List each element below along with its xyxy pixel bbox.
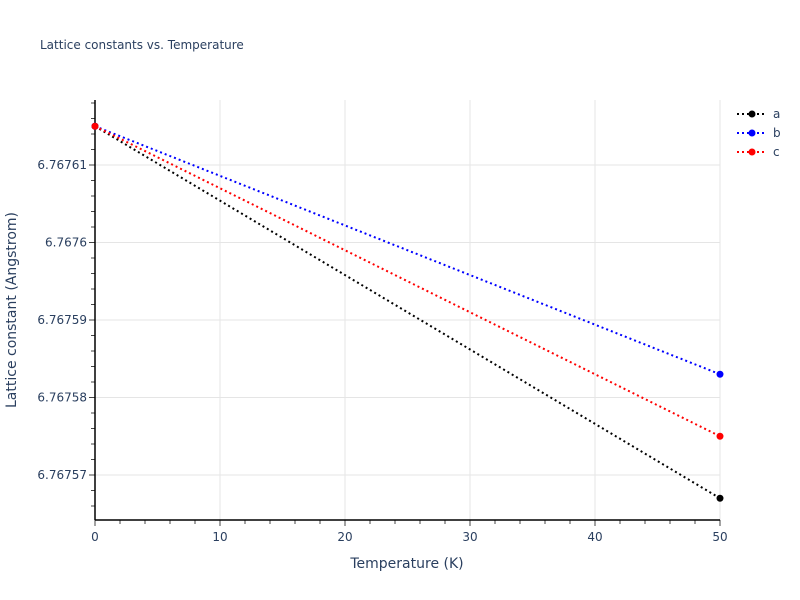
y-tick-label: 6.76758 xyxy=(37,391,87,405)
series-line-c xyxy=(94,125,721,438)
data-point-b xyxy=(716,370,724,378)
y-axis-title: Lattice constant (Angstrom) xyxy=(4,212,20,408)
legend-item-b[interactable]: b xyxy=(737,126,781,140)
chart-title: Lattice constants vs. Temperature xyxy=(40,38,244,52)
x-tick-label: 40 xyxy=(587,530,602,544)
series-line-b xyxy=(94,125,721,376)
legend-label: c xyxy=(773,145,780,159)
axes: 0 10 20 30 40 50 6.76757 6.76758 6.76759 6.7676 6.… xyxy=(37,100,728,544)
legend[interactable]: abc xyxy=(737,107,781,159)
legend-label: a xyxy=(773,107,780,121)
data-point-c xyxy=(716,432,724,440)
data-point-c xyxy=(91,122,99,130)
x-tick-label: 0 xyxy=(91,530,99,544)
legend-marker-icon xyxy=(748,129,756,137)
x-tick-label: 50 xyxy=(712,530,727,544)
x-tick-label: 10 xyxy=(212,530,227,544)
data-point-a xyxy=(716,494,724,502)
y-tick-label: 6.7676 xyxy=(45,236,87,250)
y-tick-label: 6.76761 xyxy=(37,158,87,172)
grid-lines xyxy=(95,100,721,520)
legend-marker-icon xyxy=(748,148,756,156)
series-line-a xyxy=(94,125,721,500)
data-series xyxy=(91,122,724,502)
x-tick-label: 30 xyxy=(462,530,477,544)
legend-label: b xyxy=(773,126,781,140)
x-tick-label: 20 xyxy=(337,530,352,544)
legend-marker-icon xyxy=(748,110,756,118)
y-tick-label: 6.76757 xyxy=(37,468,87,482)
x-axis-title: Temperature (K) xyxy=(349,556,463,572)
y-tick-label: 6.76759 xyxy=(37,313,87,327)
legend-item-c[interactable]: c xyxy=(737,145,780,159)
legend-item-a[interactable]: a xyxy=(737,107,780,121)
